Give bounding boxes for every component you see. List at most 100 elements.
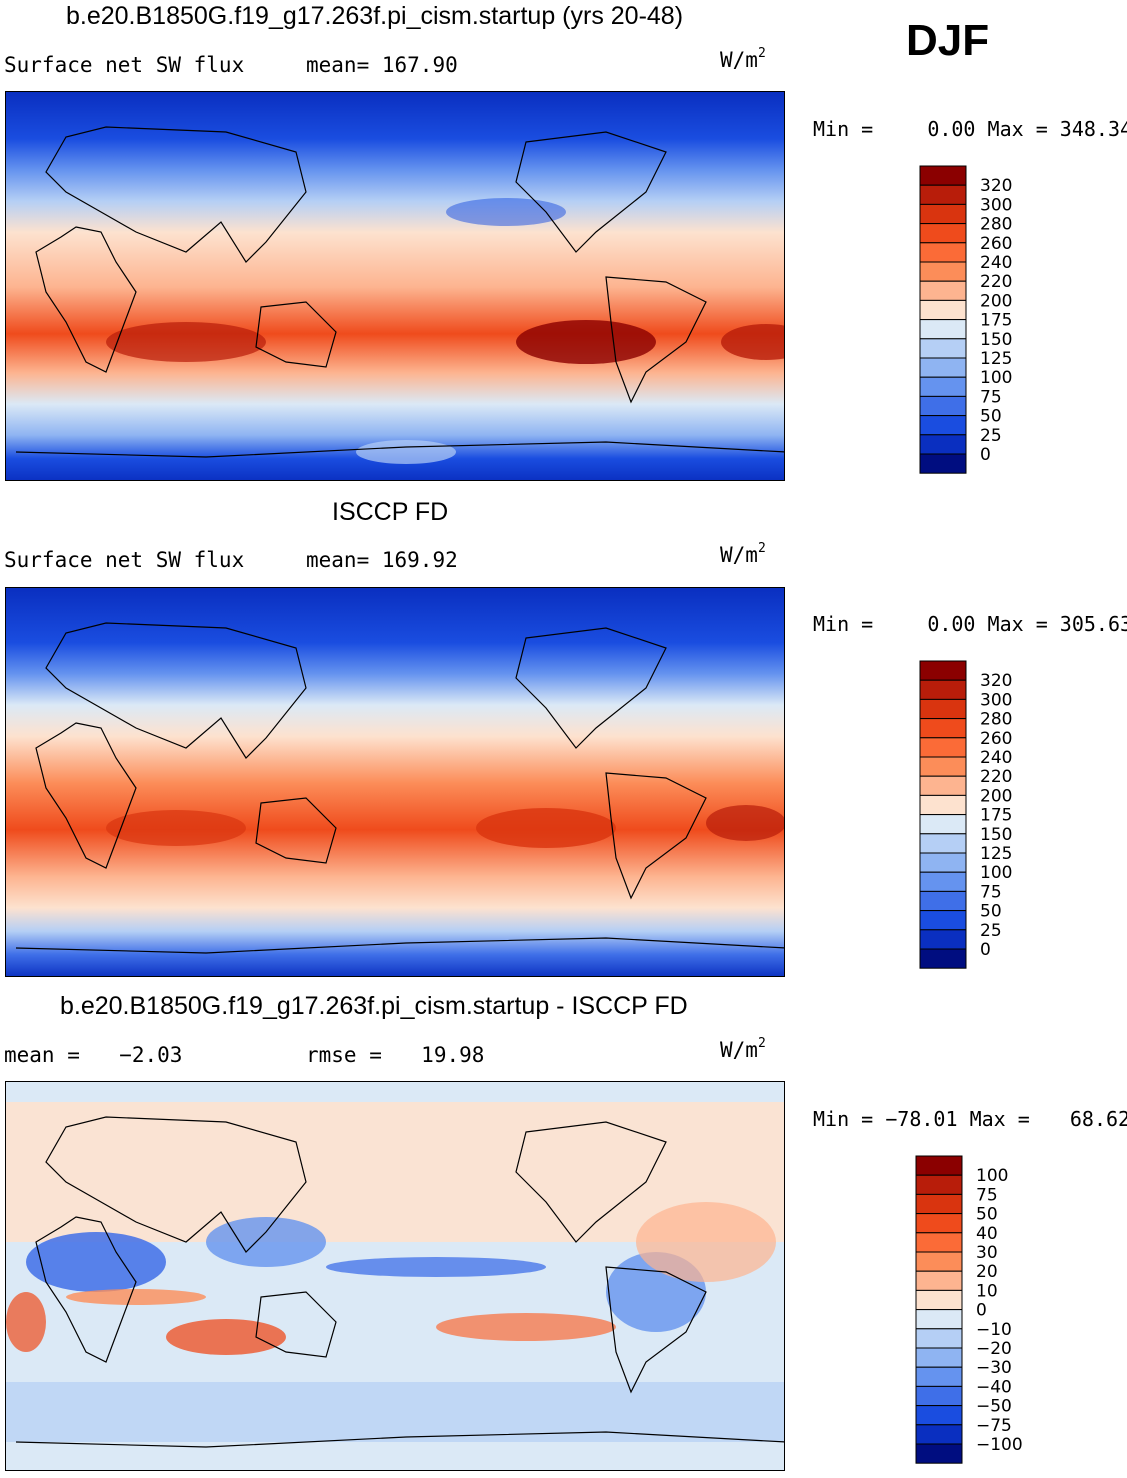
panel-2-map [5, 587, 785, 977]
panel-2-colorbar-label-10: 100 [980, 863, 1012, 883]
panel-3-coast-north-america [515, 1121, 667, 1243]
panel-3-colorbar-box-13 [915, 1405, 963, 1426]
panel-3-colorbar-label-13: −75 [976, 1416, 1012, 1436]
panel-2-colorbar-box-10 [919, 852, 967, 873]
panel-1-minmax: Min = 0.00 Max = 348.34 [813, 117, 1127, 141]
panel-1-coast-antarctica [15, 441, 784, 458]
panel-2-min-value: 0.00 [927, 612, 976, 636]
panel-2-colorbar-box-5 [919, 756, 967, 777]
panel-1-colorbar-label-9: 125 [980, 349, 1012, 369]
panel-2-colorbar-box-13 [919, 910, 967, 931]
panel-2-colorbar-label-12: 50 [980, 902, 1002, 922]
panel-3-max-value: 68.62 [1069, 1107, 1127, 1131]
panel-1-mean-label: mean= [306, 53, 370, 77]
panel-2-colorbar-box-2 [919, 698, 967, 720]
panel-3-colorbar-box-0 [915, 1155, 963, 1176]
panel-3-colorbar-box-11 [915, 1366, 963, 1387]
panel-3-colorbar-box-2 [915, 1193, 963, 1215]
panel-2-minmax: Min = 0.00 Max = 305.63 [813, 612, 1127, 636]
panel-1-coast-south-america [605, 276, 707, 404]
panel-2-colorbar-label-0: 320 [980, 671, 1012, 691]
panel-1-colorbar-label-7: 175 [980, 311, 1012, 331]
panel-2-colorbar-label-4: 240 [980, 748, 1012, 768]
panel-1-colorbar-label-6: 200 [980, 291, 1012, 311]
panel-3-colorbar-box-3 [915, 1213, 963, 1234]
panel-3-coastlines [15, 1116, 784, 1448]
panel-3-pos-atlantic [636, 1202, 776, 1282]
panel-2-colorbar-box-15 [919, 948, 967, 969]
panel-2-colorbar-box-7 [919, 794, 967, 816]
panel-3-neg-africa [26, 1232, 166, 1292]
panel-3-rmse-value: 19.98 [421, 1043, 485, 1067]
panel-2-colorbar-label-6: 200 [980, 786, 1012, 806]
panel-3-colorbar-label-11: −40 [976, 1377, 1012, 1397]
panel-2-max-value: 305.63 [1059, 612, 1127, 636]
panel-2-colorbar-label-9: 125 [980, 844, 1012, 864]
panel-1-colorbar-box-15 [919, 453, 967, 474]
panel-2-colorbar-label-2: 280 [980, 710, 1012, 730]
panel-1-max-region-indian [106, 322, 266, 362]
panel-3-mean-value: −2.03 [119, 1043, 183, 1067]
panel-1-coast-eurasia [45, 126, 307, 263]
panel-1-map-svg [6, 92, 784, 480]
panel-2-colorbar-box-0 [919, 660, 967, 681]
panel-1-colorbar-box-10 [919, 357, 967, 378]
panel-3-colorbar-label-1: 75 [976, 1185, 998, 1205]
panel-3-coast-africa [35, 1216, 137, 1363]
panel-2-max-region-indian [106, 810, 246, 846]
panel-2-colorbar-label-8: 150 [980, 825, 1012, 845]
panel-3-colorbar-box-6 [915, 1270, 963, 1291]
panel-3-pos-westafrica [6, 1292, 46, 1352]
panel-2-mean-label: mean= [306, 548, 370, 572]
panel-3-colorbar-box-8 [915, 1309, 963, 1330]
panel-1-colorbar-label-3: 260 [980, 234, 1012, 254]
panel-3-colorbar-label-2: 50 [976, 1205, 998, 1225]
panel-3-pos-pacific [436, 1313, 616, 1341]
panel-1-colorbar-box-11 [919, 376, 967, 397]
panel-3-coast-australia [255, 1291, 337, 1358]
panel-1-units-exp: 2 [757, 46, 766, 61]
panel-3-map [5, 1081, 785, 1471]
season-label: DJF [906, 16, 990, 65]
panel-3-min-label: Min = [813, 1107, 874, 1131]
panel-3-coast-antarctica [15, 1431, 784, 1448]
panel-1-colorbar-box-3 [919, 223, 967, 244]
panel-1-colorbar-box-8 [919, 319, 967, 340]
panel-1-field-background [6, 92, 784, 480]
panel-3-coast-eurasia [45, 1116, 307, 1253]
panel-2-units: W/m2 [720, 541, 766, 567]
panel-1-min-value: 0.00 [927, 117, 976, 141]
panel-3-colorbar-box-1 [915, 1174, 963, 1195]
panel-2-max-region-pacific [476, 808, 616, 848]
panel-3-colorbar-label-12: −50 [976, 1397, 1012, 1417]
panel-1-coastlines [15, 126, 784, 458]
panel-3-max-label: Max = [969, 1107, 1030, 1131]
panel-2-min-label: Min = [813, 612, 874, 636]
panel-2-colorbar-label-3: 260 [980, 729, 1012, 749]
panel-2-colorbar-label-14: 0 [980, 940, 991, 960]
panel-1-colorbar-label-0: 320 [980, 176, 1012, 196]
panel-3-colorbar-box-12 [915, 1385, 963, 1407]
panel-1-colorbar-box-4 [919, 242, 967, 263]
panel-3-units-exp: 2 [757, 1036, 766, 1051]
panel-1-colorbar-label-2: 280 [980, 215, 1012, 235]
panel-1-coast-north-america [515, 131, 667, 253]
panel-2-coast-north-america [515, 627, 667, 749]
panel-1-colorbar-label-5: 220 [980, 272, 1012, 292]
panel-2-colorbar-label-7: 175 [980, 806, 1012, 826]
panel-2-coast-australia [255, 797, 337, 864]
panel-2-mean: mean= 169.92 [306, 548, 458, 572]
panel-2-colorbar: 320 300 280 260 240 220 200 175 150 125 100 75 50 25 0 [919, 660, 1040, 971]
panel-3-coast-south-america [605, 1266, 707, 1394]
panel-1-variable: Surface net SW flux [4, 53, 245, 77]
panel-3-colorbar-box-5 [915, 1251, 963, 1272]
panel-3-colorbar-label-5: 20 [976, 1262, 998, 1282]
panel-2-colorbar-label-1: 300 [980, 690, 1012, 710]
panel-3-neg-warmpool [206, 1217, 326, 1267]
panel-2-colorbar-box-14 [919, 929, 967, 950]
panel-3-colorbar-label-10: −30 [976, 1358, 1012, 1378]
panel-1-map [5, 91, 785, 481]
panel-3-colorbar-label-6: 10 [976, 1281, 998, 1301]
panel-1-mean-value: 167.90 [381, 53, 458, 77]
panel-3-field-blobs [6, 1102, 784, 1442]
